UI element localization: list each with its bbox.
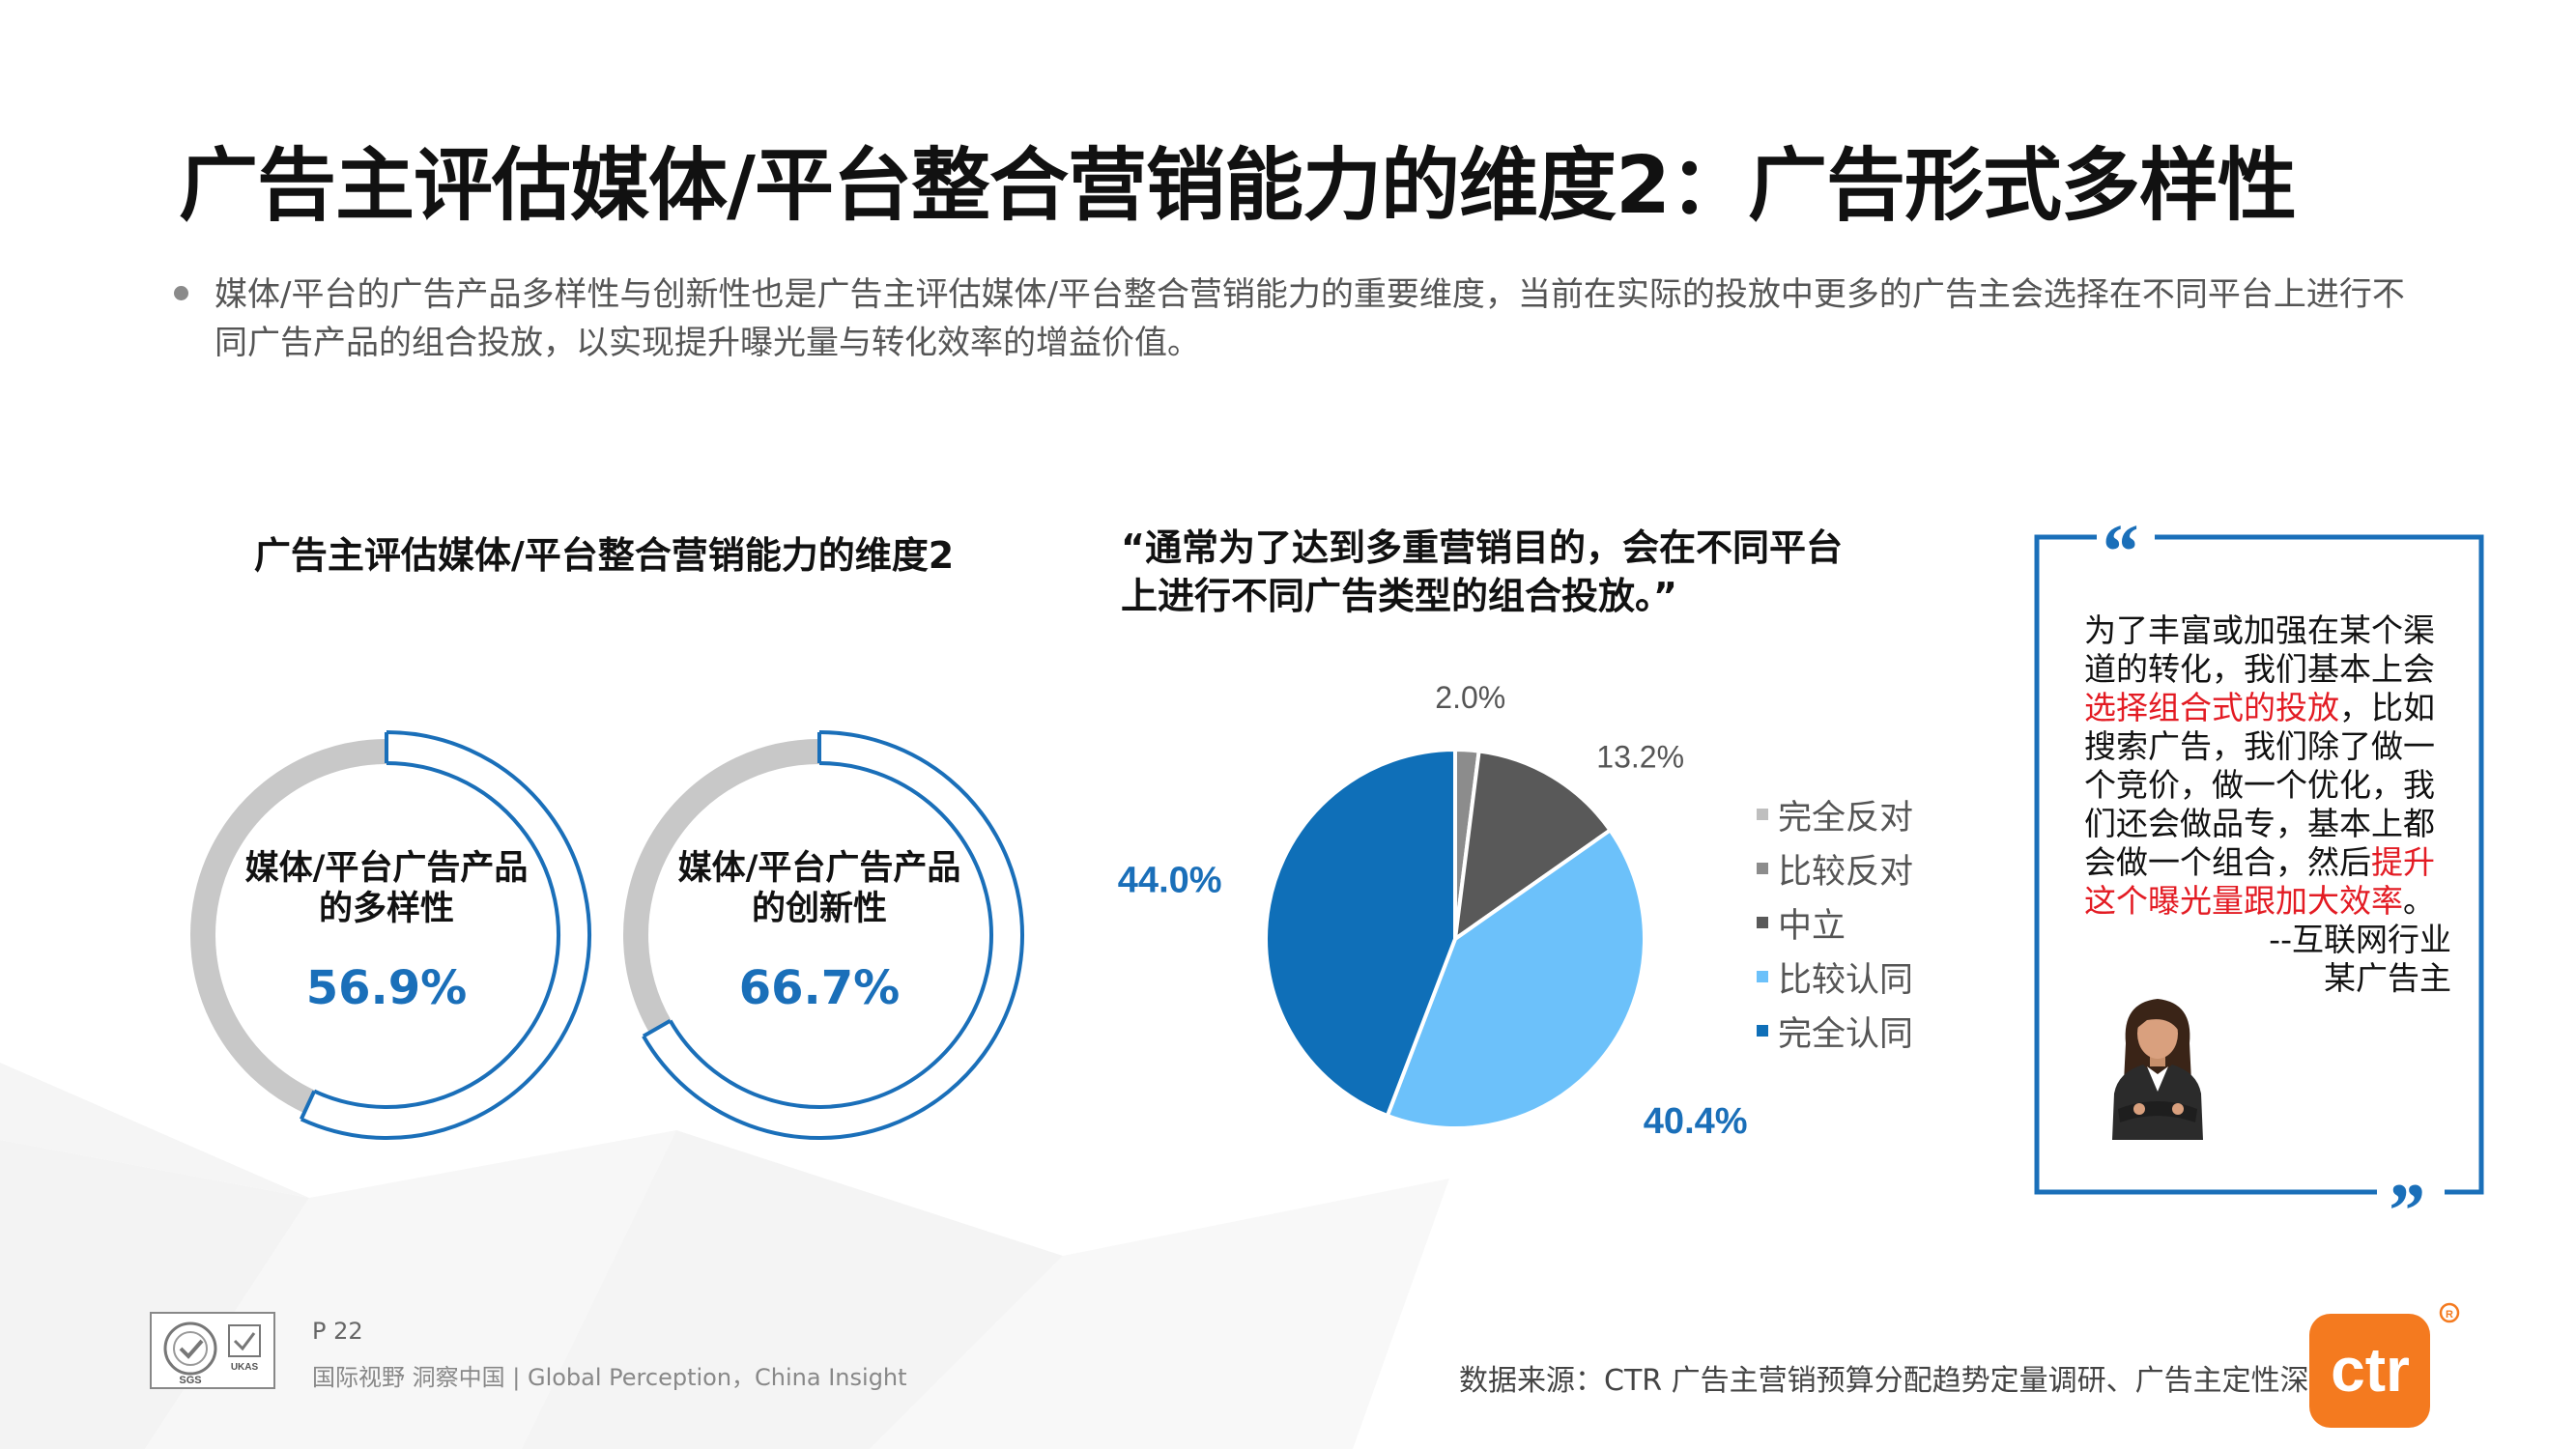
- ring-2-label-line1: 媒体/平台广告产品: [677, 849, 961, 888]
- quote-highlight-2: 提升这个曝光量跟加大效率: [2084, 843, 2435, 920]
- data-source: 数据来源：CTR 广告主营销预算分配趋势定量调研、广告主定性深访: [1459, 1364, 2338, 1398]
- legend-label-1: 比较反对: [1778, 852, 1914, 892]
- legend-label-3: 比较认同: [1778, 960, 1914, 1000]
- intro-text: 媒体/平台的广告产品多样性与创新性也是广告主评估媒体/平台整合营销能力的重要维度…: [215, 275, 2405, 362]
- quote-heading: “通常为了达到多重营销目的，会在不同平台 上进行不同广告类型的组合投放。”: [1121, 524, 2010, 620]
- businesswoman-avatar: [2112, 999, 2203, 1140]
- legend-swatch-0: [1757, 809, 1768, 820]
- quote-text: 为了丰富或加强在某个渠道的转化，我们基本上会选择组合式的投放，比如搜索广告，我们…: [2084, 611, 2451, 921]
- ring-2-end-cap: [642, 1018, 672, 1038]
- ring-1-outer-arc: [300, 730, 591, 1140]
- cert-sgs-text: SGS: [179, 1375, 201, 1386]
- quote-segment-2: ，比如搜索广告，我们除了做一个竞价，做一个优化，我们还会做品专，基本上都会做一个…: [2084, 689, 2435, 881]
- pie-label-2: 13.2%: [1596, 739, 1684, 774]
- ring-1-remainder-arc: [190, 739, 386, 1114]
- legend-item-3: 比较认同: [1757, 950, 1913, 1004]
- pie-slice-3: [1385, 827, 1646, 1130]
- ring-1-value: 56.9%: [305, 961, 468, 1015]
- legend-item-1: 比较反对: [1757, 841, 1913, 895]
- bullet-dot: [174, 286, 188, 300]
- ring-1-label-line2: 的多样性: [318, 890, 454, 928]
- ring-2-remainder-arc: [623, 739, 819, 1034]
- quote-attribution-1: --互联网行业: [2269, 921, 2451, 958]
- quote-highlight-1: 选择组合式的投放: [2084, 689, 2339, 726]
- legend-item-4: 完全认同: [1757, 1004, 1913, 1058]
- ring-2-label: 媒体/平台广告产品 的创新性: [626, 848, 1013, 929]
- cert-ukas-text: UKAS: [231, 1362, 259, 1373]
- legend-label-2: 中立: [1778, 906, 1846, 946]
- pie-label-1: 2.0%: [1435, 680, 1505, 715]
- quote-attribution-2: 某广告主: [2324, 959, 2451, 997]
- ring-chart-innovation: [623, 730, 1024, 1140]
- ring-1-end-cap: [299, 1090, 317, 1121]
- pie-label-4: 44.0%: [1118, 861, 1222, 901]
- pie-label-3: 40.4%: [1644, 1101, 1748, 1142]
- certification-badge: SGS UKAS: [150, 1312, 275, 1389]
- quote-segment-3: 。: [2403, 882, 2435, 920]
- pie-slice-4: [1264, 747, 1457, 1119]
- pie-legend: 完全反对比较反对中立比较认同完全认同: [1757, 787, 1913, 1058]
- ring-2-label-line2: 的创新性: [751, 890, 887, 928]
- quote-heading-line1: “通常为了达到多重营销目的，会在不同平台: [1121, 526, 1843, 569]
- pie-slice-2: [1452, 749, 1614, 944]
- registered-mark-icon: R: [2446, 1309, 2453, 1321]
- pie-chart-attitude: 2.0% 13.2% 40.4% 44.0%: [1118, 680, 1748, 1142]
- legend-swatch-1: [1757, 863, 1768, 874]
- close-quote-mark: ”: [2385, 1169, 2423, 1217]
- ring-2-value: 66.7%: [738, 961, 901, 1015]
- left-chart-heading: 广告主评估媒体/平台整合营销能力的维度2: [253, 534, 955, 577]
- legend-item-0: 完全反对: [1757, 787, 1913, 841]
- ring-1-label: 媒体/平台广告产品 的多样性: [193, 848, 580, 929]
- quote-heading-line2: 上进行不同广告类型的组合投放。”: [1121, 575, 1677, 617]
- legend-label-0: 完全反对: [1778, 798, 1914, 838]
- ring-2-outer-arc: [642, 730, 1024, 1140]
- footer-slogan: 国际视野 洞察中国 | Global Perception，China Insi…: [312, 1364, 907, 1391]
- legend-item-2: 中立: [1757, 895, 1913, 950]
- page-title: 广告主评估媒体/平台整合营销能力的维度2：广告形式多样性: [179, 140, 2297, 232]
- quote-box-frame: “ ”: [2034, 512, 2484, 1217]
- ring-chart-diversity: [190, 730, 591, 1140]
- open-quote-mark: “: [2099, 512, 2137, 595]
- legend-swatch-4: [1757, 1025, 1768, 1037]
- page-number: P 22: [312, 1318, 363, 1345]
- legend-label-4: 完全认同: [1778, 1014, 1914, 1054]
- legend-swatch-3: [1757, 971, 1768, 982]
- quote-body: 为了丰富或加强在某个渠道的转化，我们基本上会选择组合式的投放，比如搜索广告，我们…: [2084, 611, 2451, 998]
- quote-segment-1: 为了丰富或加强在某个渠道的转化，我们基本上会: [2084, 611, 2435, 688]
- legend-swatch-2: [1757, 917, 1768, 928]
- ctr-logo: ctr R: [2309, 1302, 2460, 1428]
- ring-1-label-line1: 媒体/平台广告产品: [244, 849, 529, 888]
- ring-1-inner-arc: [313, 761, 560, 1109]
- ctr-logo-text: ctr: [2331, 1335, 2410, 1405]
- ring-2-inner-arc: [668, 761, 993, 1109]
